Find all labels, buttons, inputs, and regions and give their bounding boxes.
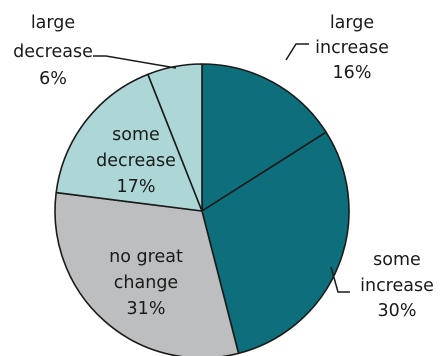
label-no-great-change-line2: change	[114, 273, 178, 293]
slice-labels: large increase 16% some increase 30% no …	[13, 13, 434, 321]
label-large-decrease-pct: 6%	[39, 69, 67, 89]
leader-some-increase	[330, 266, 350, 293]
label-no-great-change-pct: 31%	[127, 299, 166, 319]
label-no-great-change-line1: no great	[109, 247, 183, 267]
label-large-decrease-line2: decrease	[13, 42, 93, 62]
label-some-increase-line1: some	[373, 250, 421, 270]
label-some-decrease-line1: some	[112, 125, 160, 145]
label-large-decrease-line1: large	[31, 13, 75, 33]
leader-large-decrease	[93, 55, 177, 69]
label-some-decrease-pct: 17%	[117, 177, 156, 197]
pie-slices	[54, 63, 350, 356]
label-some-increase-pct: 30%	[378, 301, 417, 321]
leader-lines	[93, 43, 350, 293]
label-large-increase-pct: 16%	[333, 63, 372, 83]
leader-large-increase	[285, 43, 309, 61]
pie-slice-large-decrease	[147, 63, 203, 212]
pie-slice-no-great-change	[54, 191, 240, 356]
pie-slice-some-decrease	[55, 73, 203, 212]
label-large-increase-line1: large	[330, 13, 374, 33]
pie-slice-large-increase	[201, 63, 327, 212]
label-some-decrease-line2: decrease	[96, 151, 176, 171]
pie-slice-some-increase	[201, 131, 350, 355]
label-some-increase-line2: increase	[360, 276, 434, 296]
label-large-increase-line2: increase	[315, 38, 389, 58]
